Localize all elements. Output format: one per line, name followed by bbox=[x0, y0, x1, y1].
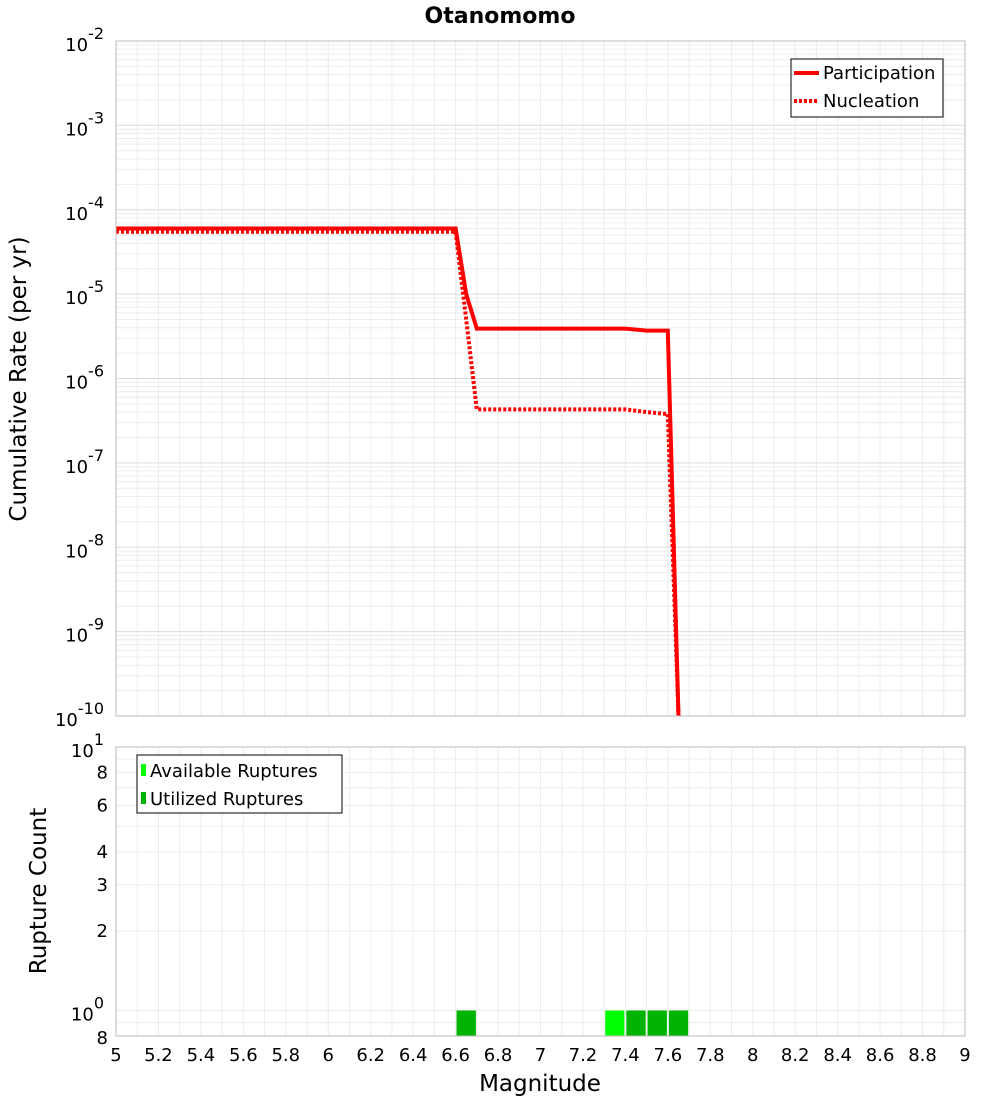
series-line-nucleation bbox=[116, 229, 681, 717]
legend-label: Available Ruptures bbox=[150, 761, 318, 782]
rate-plot-frame bbox=[115, 40, 966, 717]
magnitude-tick-labels: 5 5.2 5.4 5.6 5.8 6 6.2 6.4 6.6 6.8 7 7.2 7.4 7.6 7.8 8… bbox=[110, 1045, 970, 1066]
x-tick-label: 6.8 bbox=[484, 1045, 513, 1066]
rate-plot: 10-10 10-9 10-8 10-7 10-6 10-5 10-4 10-3 10-2 Cu… bbox=[6, 24, 966, 731]
x-tick-label: 7.8 bbox=[696, 1045, 725, 1066]
y-tick-label: 101 bbox=[71, 730, 104, 762]
chart-title: Otanomomo bbox=[425, 4, 576, 29]
x-tick-label: 5 bbox=[110, 1045, 121, 1066]
bar-utilized-ruptures bbox=[668, 1010, 689, 1036]
x-tick-label: 8.4 bbox=[823, 1045, 852, 1066]
x-tick-label: 6 bbox=[323, 1045, 334, 1066]
y-tick-label: 10-7 bbox=[65, 446, 104, 478]
y-tick-label: 3 bbox=[97, 875, 108, 896]
y-tick-label: 10-2 bbox=[65, 24, 104, 56]
y-tick-label: 10-6 bbox=[65, 362, 104, 394]
x-tick-label: 6.2 bbox=[356, 1045, 385, 1066]
legend-swatch bbox=[141, 764, 146, 776]
legend-label: Utilized Ruptures bbox=[150, 789, 303, 810]
rate-y-axis-label: Cumulative Rate (per yr) bbox=[6, 236, 32, 521]
rate-y-tick-labels: 10-10 10-9 10-8 10-7 10-6 10-5 10-4 10-3 10-2 bbox=[55, 24, 104, 731]
count-plot-frame bbox=[115, 746, 966, 1037]
legend-label: Nucleation bbox=[823, 91, 919, 112]
x-tick-label: 5.8 bbox=[271, 1045, 300, 1066]
x-tick-label: 5.6 bbox=[229, 1045, 258, 1066]
x-tick-label: 6.4 bbox=[399, 1045, 428, 1066]
x-tick-label: 8.6 bbox=[866, 1045, 895, 1066]
bar-utilized-ruptures bbox=[626, 1010, 646, 1036]
x-tick-label: 5.2 bbox=[144, 1045, 173, 1066]
x-tick-label: 7.2 bbox=[569, 1045, 598, 1066]
bar-utilized-ruptures bbox=[456, 1010, 476, 1036]
count-y-axis-label: Rupture Count bbox=[26, 808, 52, 974]
y-tick-label: 10-3 bbox=[65, 108, 104, 140]
y-tick-label: 6 bbox=[97, 795, 108, 816]
rate-plot-grid bbox=[115, 41, 966, 717]
y-tick-label: 2 bbox=[97, 921, 108, 942]
x-tick-label: 6.6 bbox=[441, 1045, 470, 1066]
x-tick-label: 5.4 bbox=[187, 1045, 216, 1066]
bar-utilized-ruptures bbox=[647, 1010, 667, 1036]
y-tick-label: 8 bbox=[97, 1028, 108, 1049]
y-tick-label: 10-5 bbox=[65, 277, 104, 309]
y-tick-label: 10-4 bbox=[65, 193, 104, 225]
legend-swatch bbox=[141, 792, 146, 804]
legend-box bbox=[790, 58, 944, 118]
count-legend: Available Ruptures Utilized Ruptures bbox=[136, 754, 343, 814]
y-tick-label: 10-10 bbox=[55, 699, 104, 731]
bar-available-ruptures bbox=[605, 1010, 625, 1036]
count-plot-bars bbox=[456, 1010, 689, 1036]
y-tick-label: 10-8 bbox=[65, 530, 104, 562]
x-tick-label: 7.6 bbox=[654, 1045, 683, 1066]
x-tick-label: 9 bbox=[959, 1045, 970, 1066]
x-tick-label: 8 bbox=[747, 1045, 758, 1066]
y-tick-label: 4 bbox=[97, 842, 108, 863]
rate-plot-series bbox=[116, 226, 681, 717]
y-tick-label: 100 bbox=[71, 993, 104, 1025]
x-tick-label: 8.2 bbox=[781, 1045, 810, 1066]
x-axis-label: Magnitude bbox=[479, 1071, 601, 1097]
y-tick-label: 10-9 bbox=[65, 615, 104, 647]
legend-box bbox=[136, 754, 343, 814]
x-tick-label: 7.4 bbox=[611, 1045, 640, 1066]
x-tick-label: 7 bbox=[535, 1045, 546, 1066]
rate-legend: Participation Nucleation bbox=[790, 58, 944, 118]
legend-label: Participation bbox=[823, 63, 935, 84]
x-tick-label: 8.8 bbox=[908, 1045, 937, 1066]
y-tick-label: 8 bbox=[97, 763, 108, 784]
